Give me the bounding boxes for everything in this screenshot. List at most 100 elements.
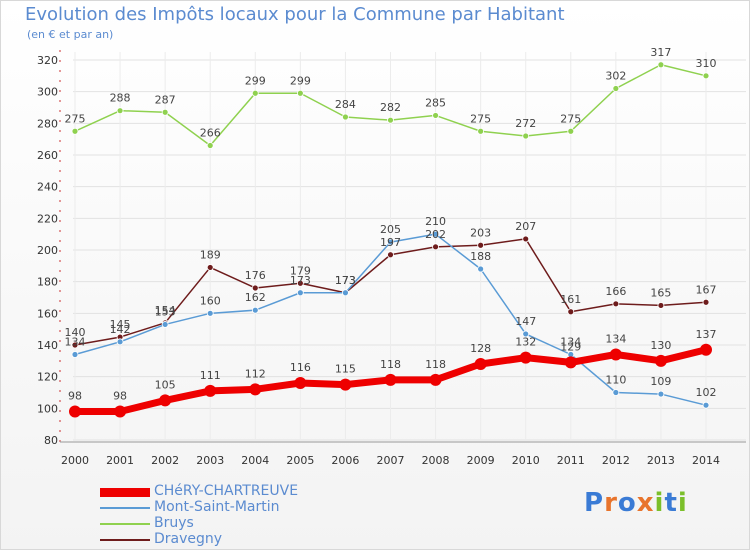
data-label: 110: [605, 374, 626, 387]
data-label: 118: [380, 358, 401, 371]
logo-letter: x: [636, 488, 655, 518]
data-label: 160: [200, 294, 221, 307]
data-point: [114, 405, 127, 418]
data-label: 134: [605, 333, 626, 346]
x-tick-label: 2008: [422, 454, 450, 467]
y-tick-label: 220: [37, 212, 58, 225]
data-label: 118: [425, 358, 446, 371]
x-tick-label: 2003: [196, 454, 224, 467]
data-point: [387, 251, 394, 259]
data-point: [387, 238, 394, 246]
data-point: [161, 321, 169, 328]
x-tick-label: 2009: [467, 454, 495, 467]
data-label: 173: [335, 274, 356, 287]
data-point: [294, 377, 307, 389]
data-point: [702, 72, 710, 80]
data-label: 284: [335, 98, 356, 111]
data-label: 140: [65, 326, 86, 339]
data-point: [519, 351, 532, 364]
data-point: [339, 378, 352, 391]
data-label: 317: [650, 46, 671, 59]
x-tick-label: 2002: [151, 454, 179, 467]
x-tick-label: 2014: [692, 454, 720, 467]
data-point: [657, 390, 665, 398]
data-point: [387, 116, 394, 124]
data-point: [159, 394, 172, 407]
data-label: 202: [425, 228, 446, 241]
y-tick-label: 80: [44, 434, 58, 447]
data-label: 98: [113, 390, 127, 403]
x-tick-label: 2006: [331, 454, 359, 467]
data-label: 167: [696, 283, 717, 296]
y-tick-label: 180: [37, 276, 58, 289]
y-tick-label: 160: [37, 307, 58, 320]
x-tick-label: 2005: [286, 454, 314, 467]
data-label: 130: [650, 339, 671, 352]
logo-letter: i: [654, 488, 665, 518]
data-point: [69, 405, 81, 418]
y-tick-label: 280: [37, 117, 58, 130]
data-label: 302: [605, 70, 626, 83]
x-tick-label: 2007: [377, 454, 405, 467]
logo-letter: r: [604, 488, 618, 518]
x-tick-label: 2013: [647, 454, 675, 467]
data-point: [612, 300, 620, 308]
x-tick-label: 2000: [61, 454, 89, 467]
data-label: 109: [650, 375, 671, 388]
data-label: 173: [335, 274, 356, 287]
data-label: 142: [110, 323, 131, 336]
data-label: 299: [245, 74, 266, 87]
legend-swatch: [100, 539, 150, 541]
legend-label: Bruys: [154, 515, 194, 531]
logo-letter: P: [584, 488, 605, 518]
data-label: 282: [380, 101, 401, 114]
data-label: 161: [560, 293, 581, 306]
data-point: [206, 264, 214, 271]
logo-letter: o: [617, 488, 637, 518]
x-tick-label: 2004: [241, 454, 269, 467]
data-point: [609, 348, 622, 361]
data-label: 288: [110, 92, 131, 105]
data-label: 166: [605, 285, 626, 298]
data-point: [477, 265, 485, 273]
data-label: 134: [560, 336, 581, 349]
data-point: [71, 127, 79, 135]
data-point: [657, 61, 665, 69]
data-label: 176: [245, 269, 266, 282]
logo-letter: t: [664, 488, 678, 518]
data-point: [71, 341, 79, 349]
data-point: [251, 306, 259, 314]
data-label: 115: [335, 363, 356, 376]
data-point: [296, 279, 304, 287]
data-label: 310: [696, 57, 717, 70]
data-point: [206, 309, 214, 317]
data-label: 272: [515, 117, 536, 130]
data-point: [161, 108, 169, 116]
data-label: 134: [65, 336, 86, 349]
legend-swatch: [100, 523, 150, 525]
y-tick-label: 140: [37, 339, 58, 352]
data-label: 275: [560, 112, 581, 125]
data-point: [522, 132, 530, 140]
y-tick-label: 260: [37, 149, 58, 162]
data-label: 162: [245, 291, 266, 304]
data-label: 129: [560, 340, 581, 353]
data-point: [71, 351, 79, 358]
data-label: 203: [470, 226, 491, 239]
data-label: 105: [155, 378, 176, 391]
data-label: 145: [110, 318, 131, 331]
data-label: 98: [68, 390, 82, 403]
data-label: 287: [155, 93, 176, 106]
data-label: 299: [290, 74, 311, 87]
data-point: [567, 127, 575, 135]
data-label: 207: [515, 220, 536, 233]
data-label: 173: [290, 274, 311, 287]
data-point: [251, 89, 259, 97]
chart-subtitle: (en € et par an): [27, 28, 114, 41]
data-label: 153: [155, 305, 176, 318]
data-point: [251, 284, 259, 292]
y-tick-label: 100: [37, 402, 58, 415]
data-label: 197: [380, 236, 401, 249]
legend-label: Dravegny: [154, 531, 223, 547]
data-point: [657, 302, 665, 309]
